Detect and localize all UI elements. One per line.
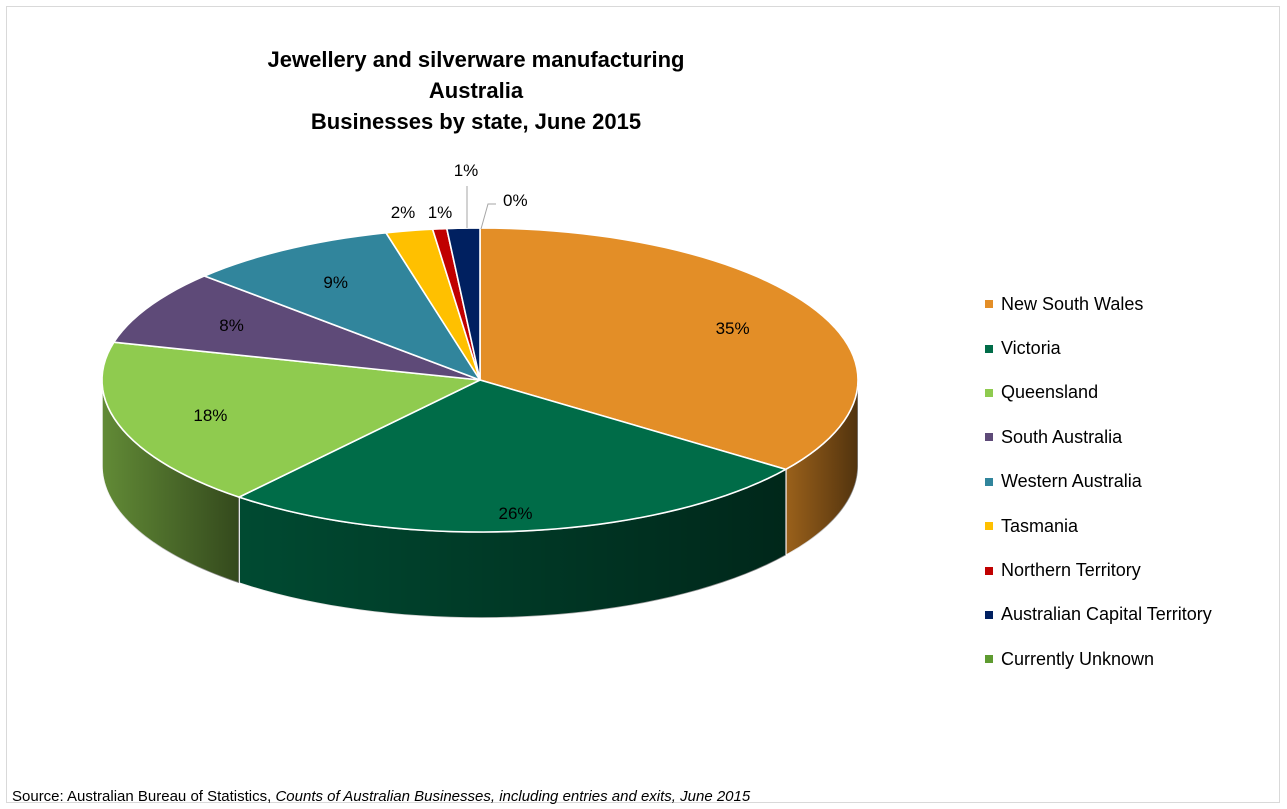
legend-item-northern-territory: Northern Territory <box>985 548 1212 592</box>
slice-victoria <box>238 379 787 533</box>
data-label-victoria: 26% <box>498 504 532 523</box>
legend-label-queensland: Queensland <box>1001 382 1099 403</box>
source-title: Counts of Australian Businesses, includi… <box>275 788 751 805</box>
chart-title: Jewellery and silverware manufacturing A… <box>0 44 952 137</box>
legend-swatch-northern-territory <box>985 566 993 575</box>
data-label-currently-unknown: 0% <box>503 191 528 210</box>
data-label-new-south-wales: 35% <box>716 319 750 338</box>
side-shade-new-south-wales <box>785 380 858 556</box>
source-prefix: Source: Australian Bureau of Statistics, <box>12 788 276 805</box>
legend-item-south-australia: South Australia <box>985 415 1212 459</box>
slice-tasmania <box>385 228 481 381</box>
legend-label-new-south-wales: New South Wales <box>1001 293 1144 314</box>
legend-swatch-south-australia <box>985 433 993 442</box>
legend-swatch-queensland <box>985 388 993 397</box>
legend-swatch-western-australia <box>985 477 993 486</box>
leader-line-currently-unknown <box>480 203 496 230</box>
pie-slices <box>101 227 859 533</box>
chart-title-line-1: Jewellery and silverware manufacturing <box>267 47 685 72</box>
legend-swatch-victoria <box>985 344 993 353</box>
legend-label-victoria: Victoria <box>1001 338 1061 359</box>
slice-queensland <box>101 341 481 498</box>
legend-swatch-australian-capital-territory <box>985 610 993 619</box>
legend-item-currently-unknown: Currently Unknown <box>985 637 1212 681</box>
legend: New South Wales Victoria Queensland South A… <box>985 282 1212 682</box>
data-label-western-australia: 9% <box>323 273 348 292</box>
legend-item-victoria: Victoria <box>985 326 1212 370</box>
legend-item-australian-capital-territory: Australian Capital Territory <box>985 593 1212 637</box>
legend-label-tasmania: Tasmania <box>1001 515 1079 536</box>
legend-label-australian-capital-territory: Australian Capital Territory <box>1001 604 1212 625</box>
chart-title-line-3: Businesses by state, June 2015 <box>310 109 642 134</box>
legend-item-new-south-wales: New South Wales <box>985 282 1212 326</box>
legend-item-tasmania: Tasmania <box>985 504 1212 548</box>
legend-label-south-australia: South Australia <box>1001 426 1123 447</box>
side-shade-victoria <box>239 469 786 618</box>
legend-label-currently-unknown: Currently Unknown <box>1001 648 1155 669</box>
data-label-northern-territory: 1% <box>428 203 453 222</box>
slice-western-australia <box>203 231 481 381</box>
slice-south-australia <box>113 275 481 381</box>
data-label-queensland: 18% <box>193 406 227 425</box>
legend-swatch-tasmania <box>985 522 993 531</box>
legend-item-western-australia: Western Australia <box>985 460 1212 504</box>
legend-swatch-new-south-wales <box>985 300 993 309</box>
pie-data-labels: 35% 26% 18% 8% 9% 2% 1% 1% 0% <box>193 161 749 523</box>
data-label-south-australia: 8% <box>219 316 244 335</box>
source-note: Source: Australian Bureau of Statistics,… <box>12 788 750 805</box>
chart-title-line-2: Australia <box>428 78 524 103</box>
slice-australian-capital-territory <box>445 227 481 381</box>
slice-new-south-wales <box>479 227 859 471</box>
data-label-australian-capital-territory: 1% <box>454 161 479 180</box>
legend-item-queensland: Queensland <box>985 371 1212 415</box>
data-label-tasmania: 2% <box>391 203 416 222</box>
legend-label-western-australia: Western Australia <box>1001 471 1142 492</box>
side-shade-queensland <box>102 380 240 584</box>
legend-swatch-currently-unknown <box>985 655 993 664</box>
legend-label-northern-territory: Northern Territory <box>1001 560 1141 581</box>
